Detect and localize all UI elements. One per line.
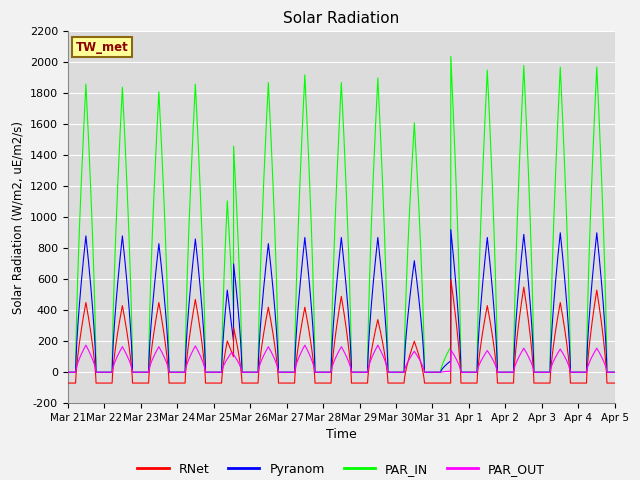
Text: TW_met: TW_met — [76, 41, 129, 54]
Y-axis label: Solar Radiation (W/m2, uE/m2/s): Solar Radiation (W/m2, uE/m2/s) — [11, 121, 24, 314]
Legend: RNet, Pyranom, PAR_IN, PAR_OUT: RNet, Pyranom, PAR_IN, PAR_OUT — [132, 458, 550, 480]
Title: Solar Radiation: Solar Radiation — [283, 11, 399, 26]
X-axis label: Time: Time — [326, 429, 356, 442]
